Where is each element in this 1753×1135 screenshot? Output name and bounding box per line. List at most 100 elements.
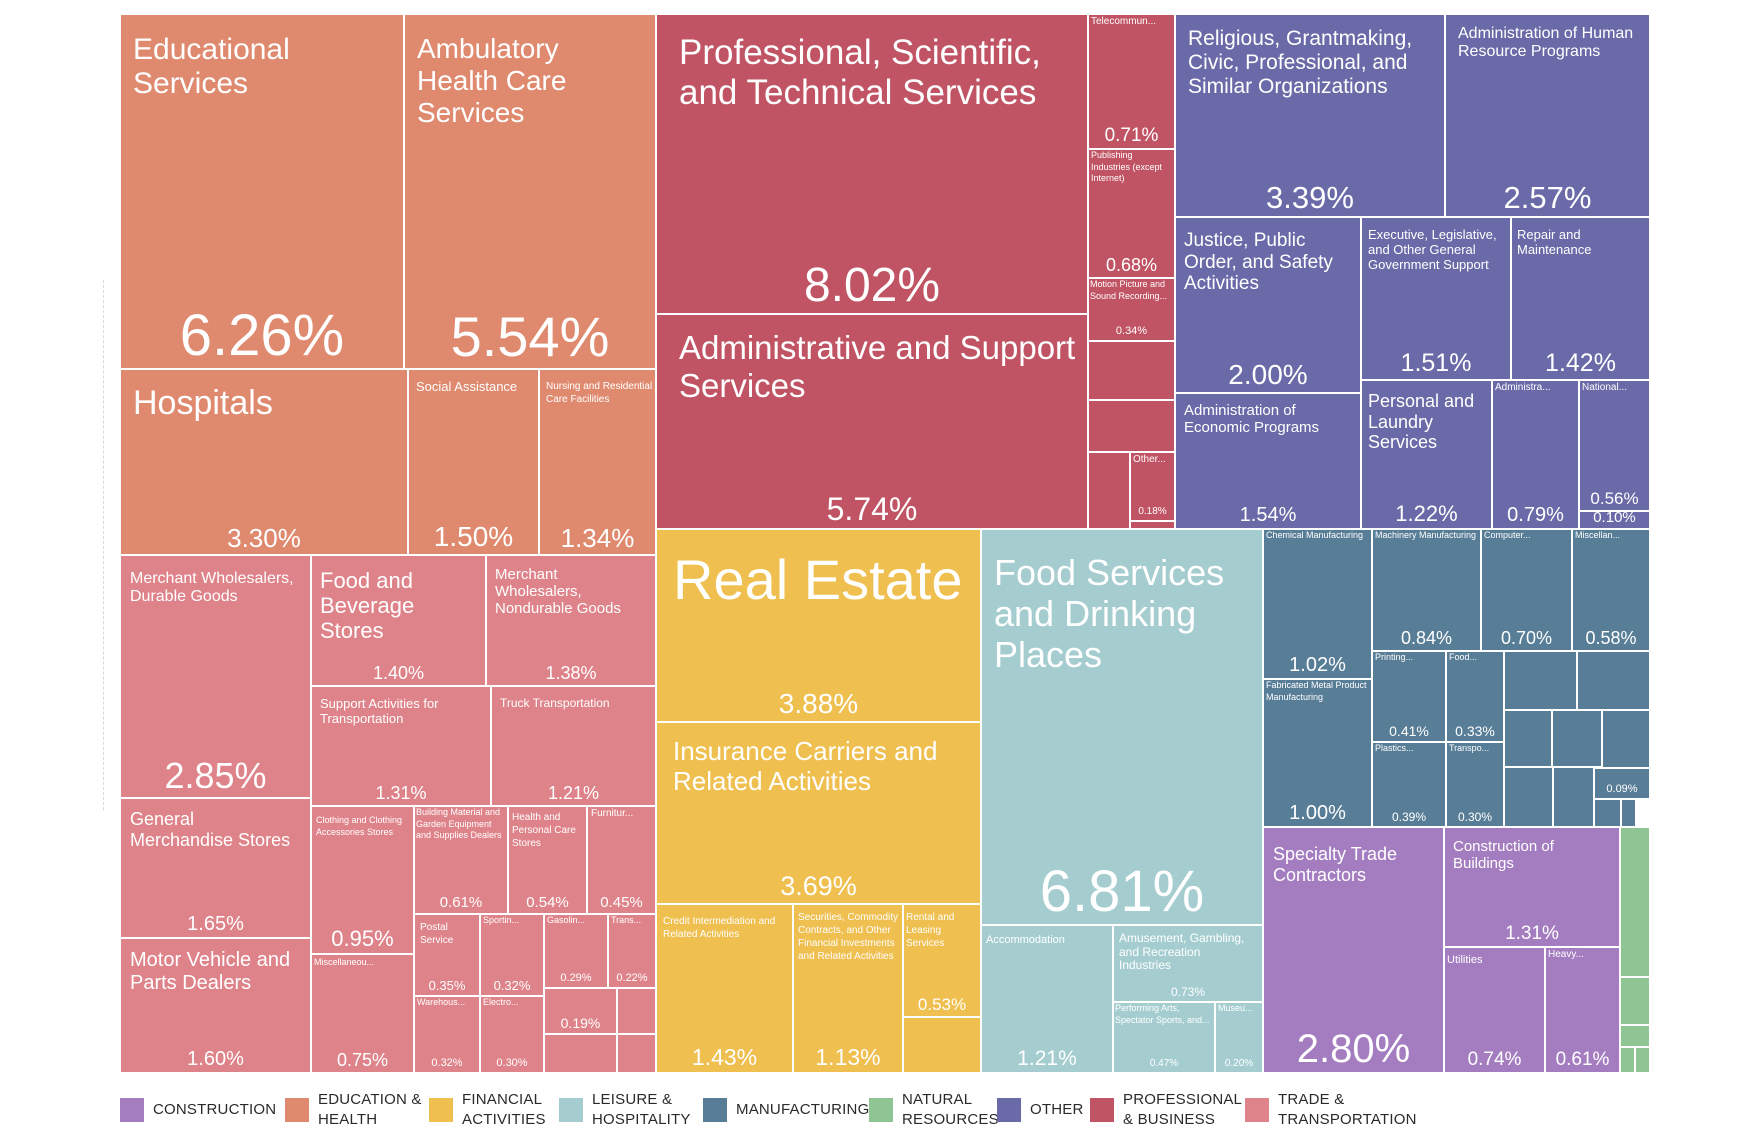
unlabeled-tile-46[interactable] [617,1034,656,1073]
unlabeled-tile-52[interactable] [903,1017,981,1073]
furnitur-tile[interactable]: Furnitur... 0.45% [587,806,656,914]
ambulatory-health-care-services-tile[interactable]: Ambulatory Health Care Services 5.54% [404,14,656,369]
administra-tile[interactable]: Administra... 0.79% [1492,380,1579,529]
nursing-and-residential-care-facilities-tile[interactable]: Nursing and Residential Care Facilities 1… [539,369,656,555]
warehous-tile[interactable]: Warehous... 0.32% [414,996,480,1073]
chemical-manufacturing-tile[interactable]: Chemical Manufacturing 1.02% [1263,529,1372,679]
health-and-personal-care-stores-tile[interactable]: Health and Personal Care Stores 0.54% [508,806,587,914]
tile-name-label: Heavy... [1548,949,1584,960]
insurance-carriers-and-related-activities-tile[interactable]: Insurance Carriers and Related Activitie… [656,722,981,904]
administration-of-human-resource-programs-tile[interactable]: Administration of Human Resource Program… [1445,14,1650,217]
transpo-tile[interactable]: Transpo... 0.30% [1446,742,1504,827]
unlabeled-tile-75[interactable] [1594,799,1621,827]
electro-tile[interactable]: Electro... 0.30% [480,996,544,1073]
tile-value-label: 0.34% [1115,325,1148,337]
postal-service-tile[interactable]: Postal Service 0.35% [414,914,480,996]
tile-name-label: Other... [1133,454,1166,465]
tile-value-label: 0.20% [1224,1058,1254,1069]
educational-services-tile[interactable]: Educational Services 6.26% [120,14,404,369]
gasolin-tile[interactable]: Gasolin... 0.29% [544,914,608,988]
unlabeled-tile-24[interactable]: 0.10% [1579,511,1650,529]
unlabeled-tile-45[interactable] [544,1034,617,1073]
tile-value-label: 5.54% [450,305,610,368]
miscellan-tile[interactable]: Miscellan... 0.58% [1572,529,1650,651]
utilities-tile[interactable]: Utilities 0.74% [1444,947,1545,1073]
unlabeled-tile-73[interactable] [1504,767,1553,827]
clothing-and-clothing-accessories-stores-tile[interactable]: Clothing and Clothing Accessories Stores… [311,806,414,954]
credit-intermediation-and-related-activities-tile[interactable]: Credit Intermediation and Related Activi… [656,904,793,1073]
merchant-wholesalers-nondurable-goods-tile[interactable]: Merchant Wholesalers, Nondurable Goods 1.… [486,555,656,686]
national-tile[interactable]: National... 0.56% [1579,380,1650,511]
merchant-wholesalers-durable-goods-tile[interactable]: Merchant Wholesalers, Durable Goods 2.85% [120,555,311,798]
unlabeled-tile-83[interactable] [1620,1025,1650,1047]
religious-grantmaking-civic-professional-and-similar-organizations-tile[interactable]: Religious, Grantmaking, Civic, Professio… [1175,14,1445,217]
motion-picture-and-sound-recording-tile[interactable]: Motion Picture and Sound Recording... 0.3… [1088,278,1175,341]
unlabeled-tile-69[interactable] [1577,651,1650,710]
hospitals-tile[interactable]: Hospitals 3.30% [120,369,408,555]
support-activities-for-transportation-tile[interactable]: Support Activities for Transportation 1.3… [311,686,491,806]
motor-vehicle-and-parts-dealers-tile[interactable]: Motor Vehicle and Parts Dealers 1.60% [120,938,311,1073]
unlabeled-tile-10[interactable] [1088,341,1175,400]
unlabeled-tile-76[interactable] [1621,799,1636,827]
social-assistance-tile[interactable]: Social Assistance 1.50% [408,369,539,555]
unlabeled-tile-44[interactable] [617,988,656,1034]
unlabeled-tile-70[interactable] [1504,710,1552,767]
plastics-tile[interactable]: Plastics... 0.39% [1372,742,1446,827]
amusement-gambling-and-recreation-industries-tile[interactable]: Amusement, Gambling, and Recreation Indu… [1113,925,1263,1002]
administration-of-economic-programs-tile[interactable]: Administration of Economic Programs 1.54% [1175,393,1361,529]
real-estate-tile[interactable]: Real Estate 3.88% [656,529,981,722]
general-merchandise-stores-tile[interactable]: General Merchandise Stores 1.65% [120,798,311,938]
securities-commodity-contracts-and-other-financial-investments-and-related-activities-tile[interactable]: Securities, Commodity Contracts, and Oth… [793,904,903,1073]
executive-legislative-and-other-general-government-support-tile[interactable]: Executive, Legislative, and Other Genera… [1361,217,1511,380]
tile-name-label: Telecommun... [1091,16,1157,27]
unlabeled-tile-82[interactable] [1620,977,1650,1025]
rental-and-leasing-services-tile[interactable]: Rental and Leasing Services 0.53% [903,904,981,1017]
trans-tile[interactable]: Trans... 0.22% [608,914,656,988]
tile-name-label: Sportin... [483,915,520,925]
computer-tile[interactable]: Computer... 0.70% [1481,529,1572,651]
sportin-tile[interactable]: Sportin... 0.32% [480,914,544,996]
telecommun-tile[interactable]: Telecommun... 0.71% [1088,14,1175,149]
professional-scientific-and-technical-services-tile[interactable]: Professional, Scientific, and Technical … [656,14,1088,314]
administrative-and-support-services-tile[interactable]: Administrative and Support Services 5.74% [656,314,1088,529]
justice-public-order-and-safety-activities-tile[interactable]: Justice, Public Order, and Safety Activi… [1175,217,1361,393]
tile-value-label: 1.21% [547,783,600,803]
tile-name-label: Postal Service [420,922,454,946]
building-material-and-garden-equipment-and-supplies-dealers-tile[interactable]: Building Material and Garden Equipment a… [414,806,508,914]
tile-name-label: Hospitals [133,384,273,422]
personal-and-laundry-services-tile[interactable]: Personal and Laundry Services 1.22% [1361,380,1492,529]
accommodation-tile[interactable]: Accommodation 1.21% [981,925,1113,1073]
publishing-industries-except-internet-tile[interactable]: Publishing Industries (except Internet) 0… [1088,149,1175,278]
unlabeled-tile-14[interactable]: 0.04% [1130,521,1175,529]
unlabeled-tile-11[interactable] [1088,400,1175,452]
unlabeled-tile-43[interactable]: 0.19% [544,988,617,1034]
unlabeled-tile-67[interactable]: 0.09% [1594,768,1650,799]
unlabeled-tile-12[interactable] [1088,452,1130,529]
miscellaneou-tile[interactable]: Miscellaneou... 0.75% [311,954,414,1073]
heavy-tile[interactable]: Heavy... 0.61% [1545,947,1620,1073]
unlabeled-tile-81[interactable] [1620,827,1650,977]
legend-swatch [559,1098,583,1122]
other-tile[interactable]: Other... 0.18% [1130,452,1175,521]
food-tile[interactable]: Food... 0.33% [1446,651,1504,742]
printing-tile[interactable]: Printing... 0.41% [1372,651,1446,742]
unlabeled-tile-68[interactable] [1504,651,1577,710]
unlabeled-tile-74[interactable] [1553,767,1594,827]
machinery-manufacturing-tile[interactable]: Machinery Manufacturing 0.84% [1372,529,1481,651]
truck-transportation-tile[interactable]: Truck Transportation 1.21% [491,686,656,806]
performing-arts-spectator-sports-and-tile[interactable]: Performing Arts, Spectator Sports, and..… [1113,1002,1215,1073]
tile-value-label: 1.40% [372,663,425,683]
construction-of-buildings-tile[interactable]: Construction of Buildings 1.31% [1444,827,1620,947]
tile-value-label: 0.53% [917,995,967,1014]
unlabeled-tile-84[interactable] [1620,1047,1635,1073]
fabricated-metal-product-manufacturing-tile[interactable]: Fabricated Metal Product Manufacturing 1.… [1263,679,1372,827]
specialty-trade-contractors-tile[interactable]: Specialty Trade Contractors 2.80% [1263,827,1444,1073]
food-services-and-drinking-places-tile[interactable]: Food Services and Drinking Places 6.81% [981,529,1263,925]
repair-and-maintenance-tile[interactable]: Repair and Maintenance 1.42% [1511,217,1650,380]
unlabeled-tile-71[interactable] [1552,710,1602,767]
unlabeled-tile-85[interactable] [1635,1047,1650,1073]
museu-tile[interactable]: Museu... 0.20% [1215,1002,1263,1073]
legend-label: MANUFACTURING [736,1101,870,1118]
unlabeled-tile-72[interactable] [1602,710,1650,768]
food-and-beverage-stores-tile[interactable]: Food and Beverage Stores 1.40% [311,555,486,686]
